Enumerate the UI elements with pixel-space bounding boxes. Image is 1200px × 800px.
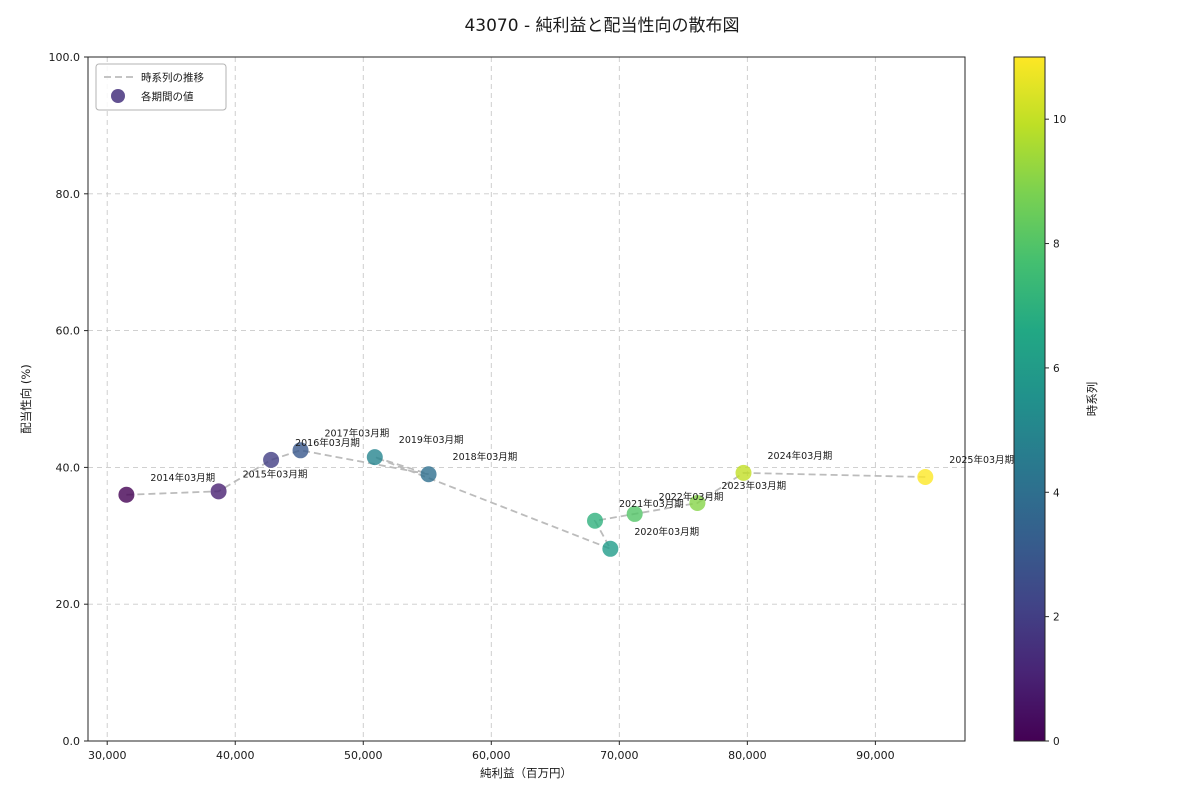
scatter-point-0 xyxy=(118,486,135,503)
colorbar-tick-label: 6 xyxy=(1053,363,1060,375)
point-annotation: 2025年03月期 xyxy=(949,454,1014,466)
scatter-point-11 xyxy=(917,468,934,485)
x-tick-label: 50,000 xyxy=(344,749,383,762)
x-axis-label: 純利益（百万円） xyxy=(480,766,572,780)
y-tick-label: 80.0 xyxy=(56,188,81,201)
scatter-point-6 xyxy=(602,540,619,557)
legend-marker-sample xyxy=(111,89,125,103)
scatter-point-9 xyxy=(689,494,706,511)
scatter-point-7 xyxy=(586,512,603,529)
point-annotation: 2021年03月期 xyxy=(619,498,684,510)
chart-title: 43070 - 純利益と配当性向の散布図 xyxy=(464,16,739,36)
time-series-line xyxy=(126,449,926,551)
scatter-point-10 xyxy=(735,464,752,481)
colorbar-tick-label: 2 xyxy=(1053,612,1060,624)
y-tick-label: 100.0 xyxy=(49,51,81,64)
scatter-point-1 xyxy=(210,483,227,500)
point-annotation: 2019年03月期 xyxy=(399,434,464,446)
point-annotation: 2018年03月期 xyxy=(453,451,518,463)
y-tick-label: 40.0 xyxy=(56,461,81,474)
point-annotation: 2024年03月期 xyxy=(768,450,833,462)
colorbar-label: 時系列 xyxy=(1085,382,1099,417)
y-tick-label: 20.0 xyxy=(56,598,81,611)
scatter-point-4 xyxy=(420,466,437,483)
data-series xyxy=(118,442,934,557)
point-annotation: 2020年03月期 xyxy=(634,526,699,538)
colorbar-gradient xyxy=(1013,56,1046,742)
colorbar: 0 2 4 6 8 10 時系列 xyxy=(1013,56,1099,748)
point-annotation: 2023年03月期 xyxy=(721,480,786,492)
colorbar-tick-label: 10 xyxy=(1053,114,1066,126)
legend-marker-label: 各期間の値 xyxy=(141,90,194,103)
legend-box xyxy=(95,63,227,111)
grid-lines xyxy=(88,56,965,742)
x-tick-label: 70,000 xyxy=(600,749,639,762)
point-annotation: 2015年03月期 xyxy=(243,468,308,480)
point-annotation: 2022年03月期 xyxy=(659,491,724,503)
point-annotation: 2014年03月期 xyxy=(150,472,215,484)
colorbar-ticks: 0 2 4 6 8 10 xyxy=(1045,114,1066,748)
point-annotation: 2016年03月期 xyxy=(295,437,360,449)
legend: 時系列の推移 各期間の値 xyxy=(95,63,227,111)
colorbar-tick-label: 4 xyxy=(1053,487,1060,499)
y-axis-ticks: 0.0 20.0 40.0 60.0 80.0 100.0 xyxy=(49,51,88,748)
x-tick-label: 90,000 xyxy=(856,749,895,762)
x-axis-ticks: 30,000 40,000 50,000 60,000 70,000 80,000 90,0… xyxy=(88,741,895,762)
point-annotation: 2017年03月期 xyxy=(325,427,390,439)
scatter-point-3 xyxy=(292,442,309,459)
x-tick-label: 30,000 xyxy=(88,749,127,762)
colorbar-tick-label: 0 xyxy=(1053,736,1060,748)
plot-border xyxy=(87,56,966,742)
y-axis-label: 配当性向 (%) xyxy=(19,364,33,434)
scatter-point-8 xyxy=(626,505,643,522)
scatter-point-2 xyxy=(263,451,280,468)
scatter-point-5 xyxy=(366,449,383,466)
y-tick-label: 0.0 xyxy=(63,735,81,748)
colorbar-tick-label: 8 xyxy=(1053,239,1060,251)
x-tick-label: 60,000 xyxy=(472,749,511,762)
x-tick-label: 80,000 xyxy=(728,749,767,762)
x-tick-label: 40,000 xyxy=(216,749,255,762)
y-tick-label: 60.0 xyxy=(56,325,81,338)
legend-line-label: 時系列の推移 xyxy=(141,71,204,84)
